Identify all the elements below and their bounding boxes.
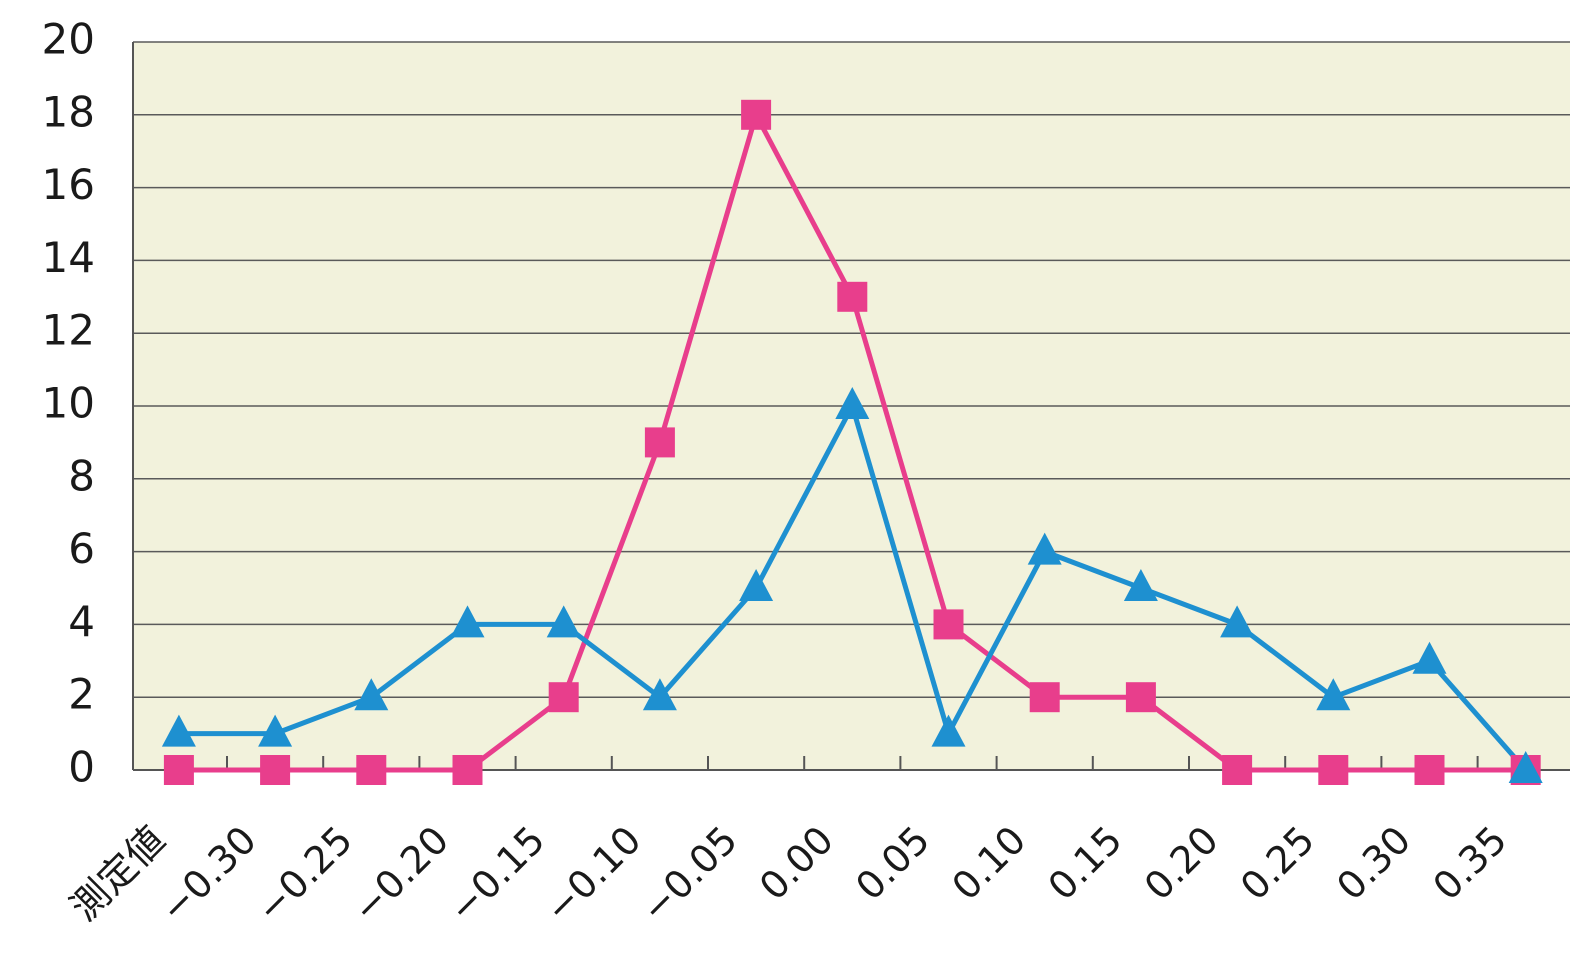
x-axis-tick-labels: −0.30−0.25−0.20−0.15−0.10−0.05 0.00 0.05 0.… (151, 818, 1515, 931)
series-markers (161, 99, 1543, 785)
y-tick-label: 6 (68, 524, 95, 573)
square-marker (1414, 755, 1445, 785)
y-tick-label: 10 (42, 379, 95, 428)
y-tick-label: 0 (68, 743, 95, 792)
x-tick-label: 0.10 (943, 818, 1034, 909)
y-tick-label: 14 (42, 233, 95, 282)
square-marker (163, 755, 194, 785)
square-marker (741, 99, 772, 130)
triangle-marker (835, 387, 870, 419)
x-tick-label: 0.20 (1136, 818, 1227, 909)
x-tick-label: 0.15 (1040, 818, 1131, 909)
triangle-marker (450, 605, 485, 638)
square-marker (837, 281, 868, 312)
x-tick-label: −0.25 (248, 818, 361, 931)
square-marker (260, 755, 291, 785)
triangle-marker (354, 678, 389, 711)
square-marker (1222, 755, 1253, 785)
x-tick-label: 0.05 (847, 818, 938, 909)
triangle-marker (546, 605, 581, 638)
x-axis-label: 測定値 (62, 818, 174, 930)
y-tick-label: 20 (42, 15, 95, 64)
square-marker (933, 609, 964, 640)
square-marker (1318, 755, 1349, 785)
y-axis-tick-labels: 0 2 4 6 8 10 12 14 16 18 20 (42, 15, 95, 792)
x-tick-label: −0.10 (536, 818, 649, 931)
x-tick-label: 0.30 (1328, 818, 1419, 909)
square-marker (452, 755, 483, 785)
triangle-marker (642, 678, 677, 711)
y-tick-label: 16 (42, 160, 95, 209)
x-tick-label: 0.35 (1424, 818, 1515, 909)
y-tick-label: 18 (42, 87, 95, 136)
x-tick-label: −0.05 (632, 818, 745, 931)
triangle-marker (161, 714, 196, 747)
square-marker (1029, 682, 1060, 713)
y-tick-label: 12 (42, 306, 95, 355)
triangle-marker (1316, 678, 1351, 711)
triangle-marker (1123, 569, 1158, 601)
x-tick-label: −0.30 (151, 818, 264, 931)
triangle-marker (1220, 605, 1255, 638)
y-tick-label: 8 (68, 451, 95, 500)
y-tick-label: 4 (68, 597, 95, 646)
triangle-marker (1412, 641, 1447, 674)
square-marker (548, 682, 579, 713)
x-tick-label: 0.25 (1232, 818, 1323, 909)
triangle-marker (1027, 532, 1062, 565)
triangle-marker (739, 569, 774, 601)
gridlines (133, 41, 1570, 698)
y-tick-label: 2 (68, 670, 95, 719)
triangle-marker (931, 714, 966, 747)
x-tick-label: −0.15 (440, 818, 553, 931)
square-marker (644, 427, 675, 458)
square-marker (1125, 682, 1156, 713)
triangle-marker (1508, 751, 1543, 783)
x-tick-label: 0.00 (751, 818, 842, 909)
triangle-marker (258, 714, 293, 747)
square-marker (356, 755, 387, 785)
x-tick-label: −0.20 (344, 818, 457, 931)
